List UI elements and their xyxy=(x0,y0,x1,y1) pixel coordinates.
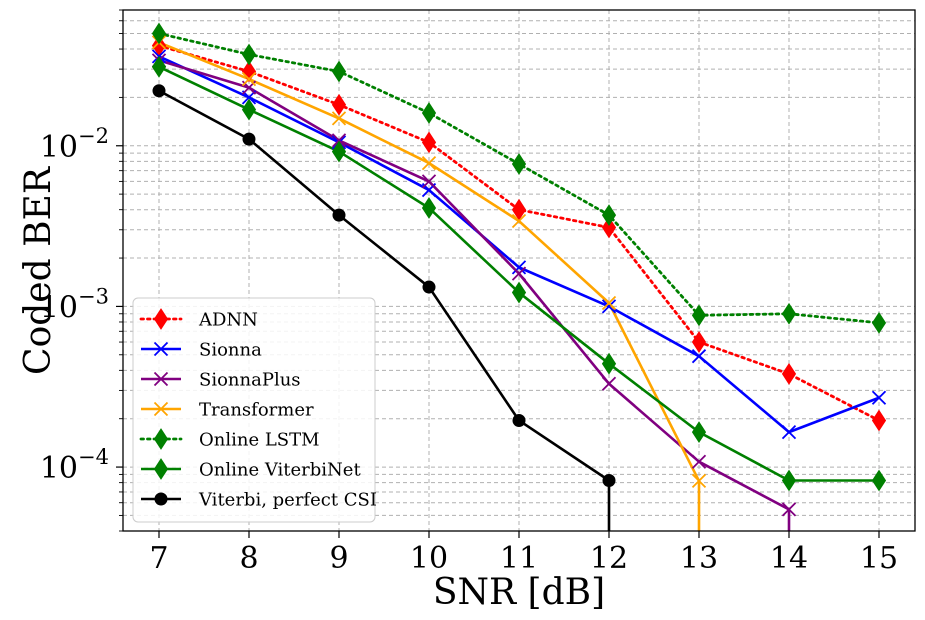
data-point-adnn xyxy=(781,363,797,385)
data-point-online-viterbinet xyxy=(421,197,437,219)
data-point-sionnaplus xyxy=(421,174,437,189)
x-tick-label: 9 xyxy=(329,541,348,576)
legend-label-adnn: ADNN xyxy=(198,310,258,331)
y-tick-base: 10 xyxy=(40,290,78,325)
data-point-transformer xyxy=(331,111,347,126)
data-point-sionnaplus xyxy=(331,133,347,148)
x-tick-label: 7 xyxy=(149,541,168,576)
data-point-viterbi-perfect-csi xyxy=(602,473,616,487)
legend-marker-sionnaplus xyxy=(153,371,169,387)
legend-label-transformer: Transformer xyxy=(199,400,314,421)
y-tick-exponent: −2 xyxy=(78,124,109,148)
data-point-adnn xyxy=(421,131,437,154)
data-point-viterbi-perfect-csi xyxy=(512,413,526,427)
data-point-online-viterbinet xyxy=(781,469,797,492)
data-point-adnn xyxy=(691,331,707,353)
data-point-online-viterbinet xyxy=(331,140,347,163)
data-point-adnn xyxy=(331,93,347,116)
legend-marker-adnn xyxy=(153,308,169,330)
x-tick-label: 13 xyxy=(680,541,718,576)
data-point-online-lstm xyxy=(781,302,797,325)
data-point-adnn xyxy=(871,409,887,432)
data-point-adnn xyxy=(601,216,617,239)
data-point-online-viterbinet xyxy=(241,98,257,121)
legend-marker-online-viterbinet xyxy=(153,458,169,480)
x-tick-label: 11 xyxy=(500,541,538,576)
legend-label-online-viterbinet: Online ViterbiNet xyxy=(199,460,361,481)
data-point-sionna xyxy=(781,424,797,440)
data-point-sionna xyxy=(871,390,887,405)
data-point-transformer xyxy=(511,213,527,229)
data-point-sionnaplus xyxy=(691,454,707,469)
x-tick-label: 12 xyxy=(590,541,628,576)
y-axis-title: Coded BER xyxy=(18,166,59,375)
y-tick-base: 10 xyxy=(40,451,78,486)
legend-label-online-lstm: Online LSTM xyxy=(199,430,320,451)
data-point-viterbi-perfect-csi xyxy=(422,280,436,294)
x-tick-label: 10 xyxy=(410,541,448,576)
data-point-sionna xyxy=(511,260,527,275)
data-point-transformer xyxy=(421,155,437,171)
data-point-online-lstm xyxy=(331,60,347,83)
legend-label-sionna: Sionna xyxy=(199,340,262,361)
data-point-online-lstm xyxy=(871,311,887,334)
data-point-sionnaplus xyxy=(601,376,617,391)
data-point-sionnaplus xyxy=(781,502,797,517)
data-point-online-viterbinet xyxy=(511,281,527,304)
legend-label-viterbi-perfect-csi: Viterbi, perfect CSI xyxy=(198,490,377,511)
data-point-transformer xyxy=(241,71,257,87)
data-point-online-lstm xyxy=(601,204,617,227)
legend: ADNN Sionna SionnaPlus Transformer Online LS… xyxy=(132,297,377,523)
series-line-transformer xyxy=(158,41,701,531)
data-point-online-lstm xyxy=(151,22,167,45)
legend-marker-transformer xyxy=(153,401,169,417)
data-point-online-lstm xyxy=(511,153,527,175)
data-point-viterbi-perfect-csi xyxy=(242,132,256,146)
legend-marker-online-lstm xyxy=(153,428,169,450)
data-point-online-viterbinet xyxy=(151,55,167,78)
data-point-online-lstm xyxy=(421,102,437,124)
data-point-adnn xyxy=(511,198,527,221)
y-tick-exponent: −3 xyxy=(78,284,109,308)
data-point-sionna xyxy=(601,299,617,314)
data-point-viterbi-perfect-csi xyxy=(332,208,346,222)
data-point-online-viterbinet xyxy=(691,421,707,444)
marker-layer xyxy=(151,22,887,517)
y-tick-base: 10 xyxy=(40,130,78,165)
x-axis-title: SNR [dB] xyxy=(433,572,605,613)
data-point-online-viterbinet xyxy=(601,352,617,375)
y-tick-exponent: −4 xyxy=(78,445,109,469)
legend-marker-sionna xyxy=(153,341,169,357)
data-point-transformer xyxy=(601,295,617,311)
x-tick-label: 8 xyxy=(239,541,258,576)
data-point-online-lstm xyxy=(691,304,707,327)
legend-marker-viterbi-perfect-csi xyxy=(154,492,168,506)
y-tick-label: 10−3 xyxy=(40,284,109,325)
legend-label-sionnaplus: SionnaPlus xyxy=(199,370,301,391)
x-tick-label: 15 xyxy=(860,541,898,576)
data-point-online-lstm xyxy=(241,43,257,66)
legend-box xyxy=(132,297,376,523)
data-point-sionnaplus xyxy=(511,266,527,281)
y-tick-label: 10−4 xyxy=(40,445,109,486)
data-point-online-viterbinet xyxy=(871,469,887,492)
y-tick-label: 10−2 xyxy=(40,124,109,165)
data-point-viterbi-perfect-csi xyxy=(152,84,166,98)
data-point-sionna xyxy=(691,349,707,364)
data-point-transformer xyxy=(691,473,707,489)
x-tick-label: 14 xyxy=(770,541,808,576)
